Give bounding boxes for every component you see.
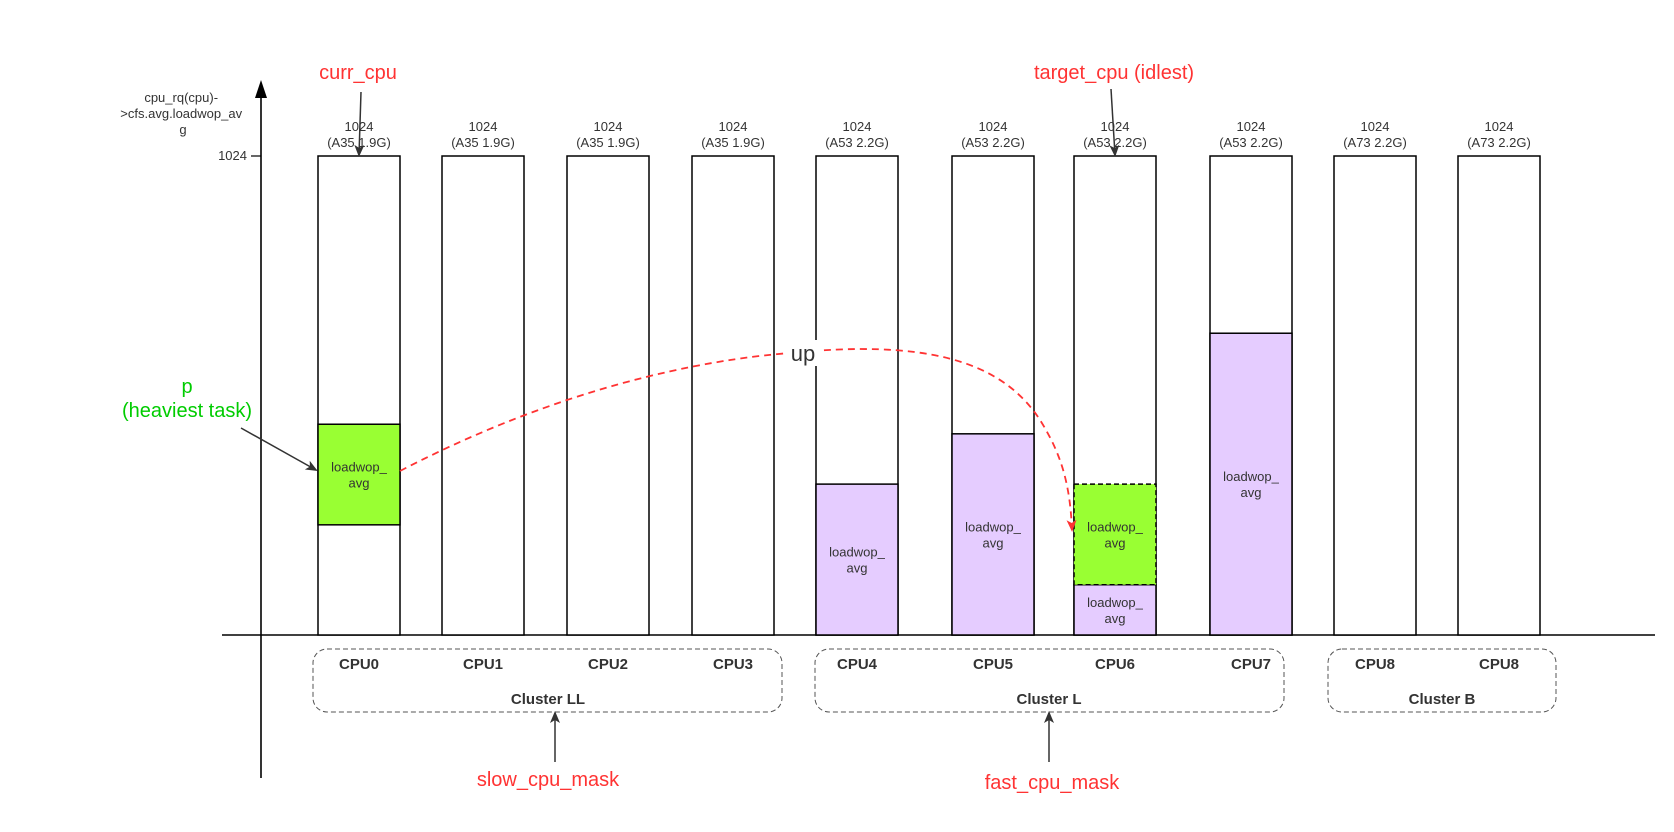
cpu-column: 1024(A35 1.9G) CPU1	[442, 119, 524, 673]
cpu-name-label: CPU5	[973, 656, 1013, 673]
cpu-column: 1024(A35 1.9G) CPU3	[692, 119, 774, 673]
cluster-b-label: Cluster B	[1409, 691, 1476, 708]
cpu-capacity-label: 1024	[719, 119, 748, 134]
cpu-name-label: CPU8	[1479, 656, 1519, 673]
y-axis-tick-label: 1024	[218, 148, 247, 163]
cluster-l-label: Cluster L	[1016, 691, 1081, 708]
cpu-core-desc: (A53 2.2G)	[1219, 135, 1283, 150]
curr-cpu-label: curr_cpu	[319, 62, 397, 84]
cpu-capacity-label: 1024	[1361, 119, 1390, 134]
cpu-column: 1024(A73 2.2G) CPU8	[1334, 119, 1416, 673]
cpu-name-label: CPU8	[1355, 656, 1395, 673]
fast-cpu-mask-label: fast_cpu_mask	[985, 772, 1121, 794]
cpu-core-desc: (A35 1.9G)	[576, 135, 640, 150]
capacity-bar	[1458, 156, 1540, 635]
cpu-column: 1024(A73 2.2G) CPU8	[1458, 119, 1540, 673]
cpu-core-desc: (A53 2.2G)	[825, 135, 889, 150]
cpu-name-label: CPU3	[713, 656, 753, 673]
cpu-capacity-label: 1024	[1237, 119, 1266, 134]
task-p-arrow	[241, 428, 316, 470]
cpu-core-desc: (A35 1.9G)	[451, 135, 515, 150]
cpu-capacity-label: 1024	[1485, 119, 1514, 134]
cpu-capacity-label: 1024	[594, 119, 623, 134]
cpu-capacity-label: 1024	[843, 119, 872, 134]
cpu-capacity-label: 1024	[469, 119, 498, 134]
y-axis-title: cpu_rq(cpu)- >cfs.avg.loadwop_av g	[120, 90, 245, 137]
cpu-core-desc: (A73 2.2G)	[1467, 135, 1531, 150]
cpu-name-label: CPU1	[463, 656, 503, 673]
slow-cpu-mask-label: slow_cpu_mask	[477, 769, 620, 791]
cluster-ll-label: Cluster LL	[511, 691, 585, 708]
migration-label: up	[791, 341, 815, 366]
capacity-bar	[442, 156, 524, 635]
cpu-name-label: CPU6	[1095, 656, 1135, 673]
cpu-core-desc: (A35 1.9G)	[701, 135, 765, 150]
y-axis-arrowhead	[255, 80, 267, 98]
cpu-name-label: CPU7	[1231, 656, 1271, 673]
cpu-capacity-label: 1024	[979, 119, 1008, 134]
capacity-bar	[318, 156, 400, 635]
cpu-name-label: CPU4	[837, 656, 878, 673]
task-p-label: p	[181, 376, 192, 398]
capacity-bar	[1334, 156, 1416, 635]
cpu-name-label: CPU0	[339, 656, 379, 673]
cpu-capacity-label: 1024	[1101, 119, 1130, 134]
cpu-core-desc: (A53 2.2G)	[961, 135, 1025, 150]
capacity-bar	[692, 156, 774, 635]
cpu-name-label: CPU2	[588, 656, 628, 673]
target-cpu-label: target_cpu (idlest)	[1034, 62, 1194, 84]
cpu-core-desc: (A73 2.2G)	[1343, 135, 1407, 150]
task-p-description: (heaviest task)	[122, 400, 252, 422]
